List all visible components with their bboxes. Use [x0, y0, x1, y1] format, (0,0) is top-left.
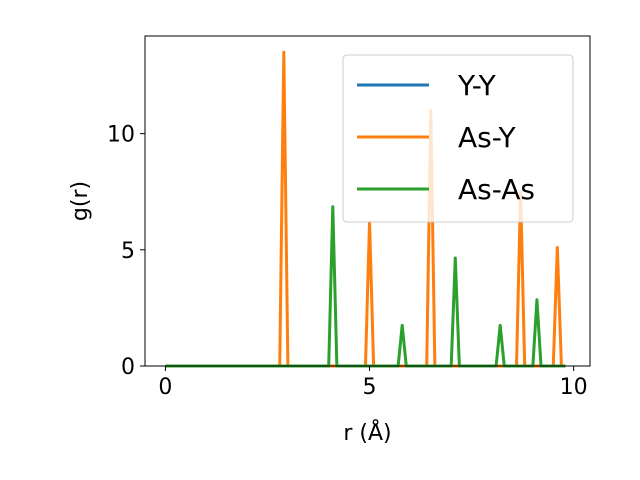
y-tick-label: 0: [121, 355, 135, 380]
legend-label-as-as: As-As: [458, 173, 535, 206]
axes-layer: 0 5 10 0 5 10: [107, 123, 588, 400]
plot-frame: [144, 35, 591, 367]
y-tick-label: 10: [107, 123, 135, 148]
y-axis-label: g(r): [68, 181, 93, 221]
x-tick-label: 10: [560, 375, 588, 400]
x-axis-label: r (Å): [343, 419, 391, 446]
series-line-as-as: [165, 205, 566, 368]
legend: Y-Y As-Y As-As: [342, 54, 574, 223]
x-tick-label: 5: [363, 375, 377, 400]
legend-label-as-y: As-Y: [458, 121, 517, 154]
legend-box: [342, 54, 574, 223]
y-tick-label: 5: [121, 239, 135, 264]
x-tick-label: 0: [158, 375, 172, 400]
legend-label-y-y: Y-Y: [457, 69, 497, 102]
